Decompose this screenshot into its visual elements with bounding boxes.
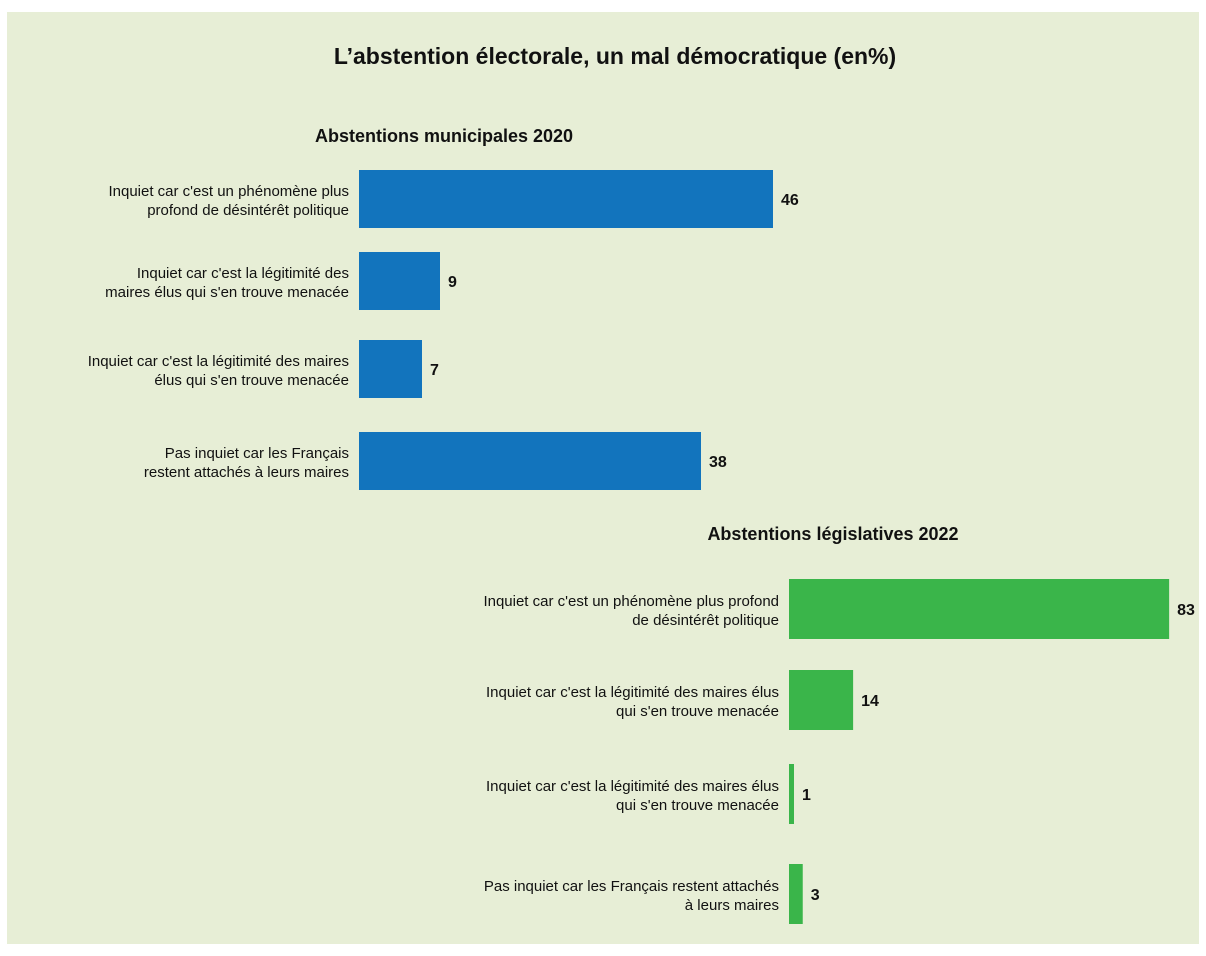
legislatives-category-label-2-line-1: Inquiet car c'est la légitimité des mair… — [486, 684, 779, 701]
bars-legislatives: 83 Inquiet car c'est un phénomène plus pr… — [483, 579, 1195, 924]
legislatives-value-label-3: 1 — [802, 787, 811, 804]
chart-panel: L’abstention électorale, un mal démocrat… — [7, 12, 1199, 944]
municipales-category-label-4-line-2: restent attachés à leurs maires — [144, 464, 349, 481]
legislatives-bar-2 — [789, 670, 854, 730]
municipales-bar-4 — [359, 432, 701, 490]
municipales-value-label-1: 46 — [781, 192, 799, 209]
chart-svg: L’abstention électorale, un mal démocrat… — [88, 43, 1195, 924]
municipales-value-label-3: 7 — [430, 362, 439, 379]
municipales-category-label-1-line-2: profond de désintérêt politique — [147, 202, 349, 219]
legislatives-value-label-4: 3 — [811, 887, 820, 904]
municipales-category-label-3-line-2: élus qui s'en trouve menacée — [154, 372, 349, 389]
municipales-bar-2 — [359, 252, 440, 310]
legislatives-bar-3 — [789, 764, 794, 824]
municipales-category-label-3-line-1: Inquiet car c'est la légitimité des mair… — [88, 353, 349, 370]
section-title-municipales: Abstentions municipales 2020 — [315, 126, 573, 146]
legislatives-category-label-1-line-2: de désintérêt politique — [632, 612, 779, 629]
legislatives-bar-4 — [789, 864, 803, 924]
municipales-category-label-4-line-1: Pas inquiet car les Français — [165, 445, 349, 462]
municipales-value-label-4: 38 — [709, 454, 727, 471]
municipales-category-label-2-line-1: Inquiet car c'est la légitimité des — [137, 265, 349, 282]
legislatives-bar-1 — [789, 579, 1170, 639]
section-title-legislatives: Abstentions législatives 2022 — [707, 524, 958, 544]
legislatives-value-label-2: 14 — [861, 693, 879, 710]
municipales-bar-3 — [359, 340, 422, 398]
municipales-category-label-2-line-2: maires élus qui s'en trouve menacée — [105, 284, 349, 301]
legislatives-category-label-3-line-2: qui s'en trouve menacée — [616, 797, 779, 814]
municipales-bar-1 — [359, 170, 773, 228]
chart-title: L’abstention électorale, un mal démocrat… — [334, 43, 896, 69]
legislatives-category-label-3-line-1: Inquiet car c'est la légitimité des mair… — [486, 778, 779, 795]
legislatives-category-label-4-line-2: à leurs maires — [685, 897, 779, 914]
legislatives-category-label-1-line-1: Inquiet car c'est un phénomène plus prof… — [483, 593, 779, 610]
municipales-value-label-2: 9 — [448, 274, 457, 291]
legislatives-category-label-2-line-2: qui s'en trouve menacée — [616, 703, 779, 720]
legislatives-value-label-1: 83 — [1177, 602, 1195, 619]
legislatives-category-label-4-line-1: Pas inquiet car les Français restent att… — [484, 878, 779, 895]
bars-municipales: 46 Inquiet car c'est un phénomène plus pro… — [88, 170, 799, 490]
municipales-category-label-1-line-1: Inquiet car c'est un phénomène plus — [108, 183, 349, 200]
